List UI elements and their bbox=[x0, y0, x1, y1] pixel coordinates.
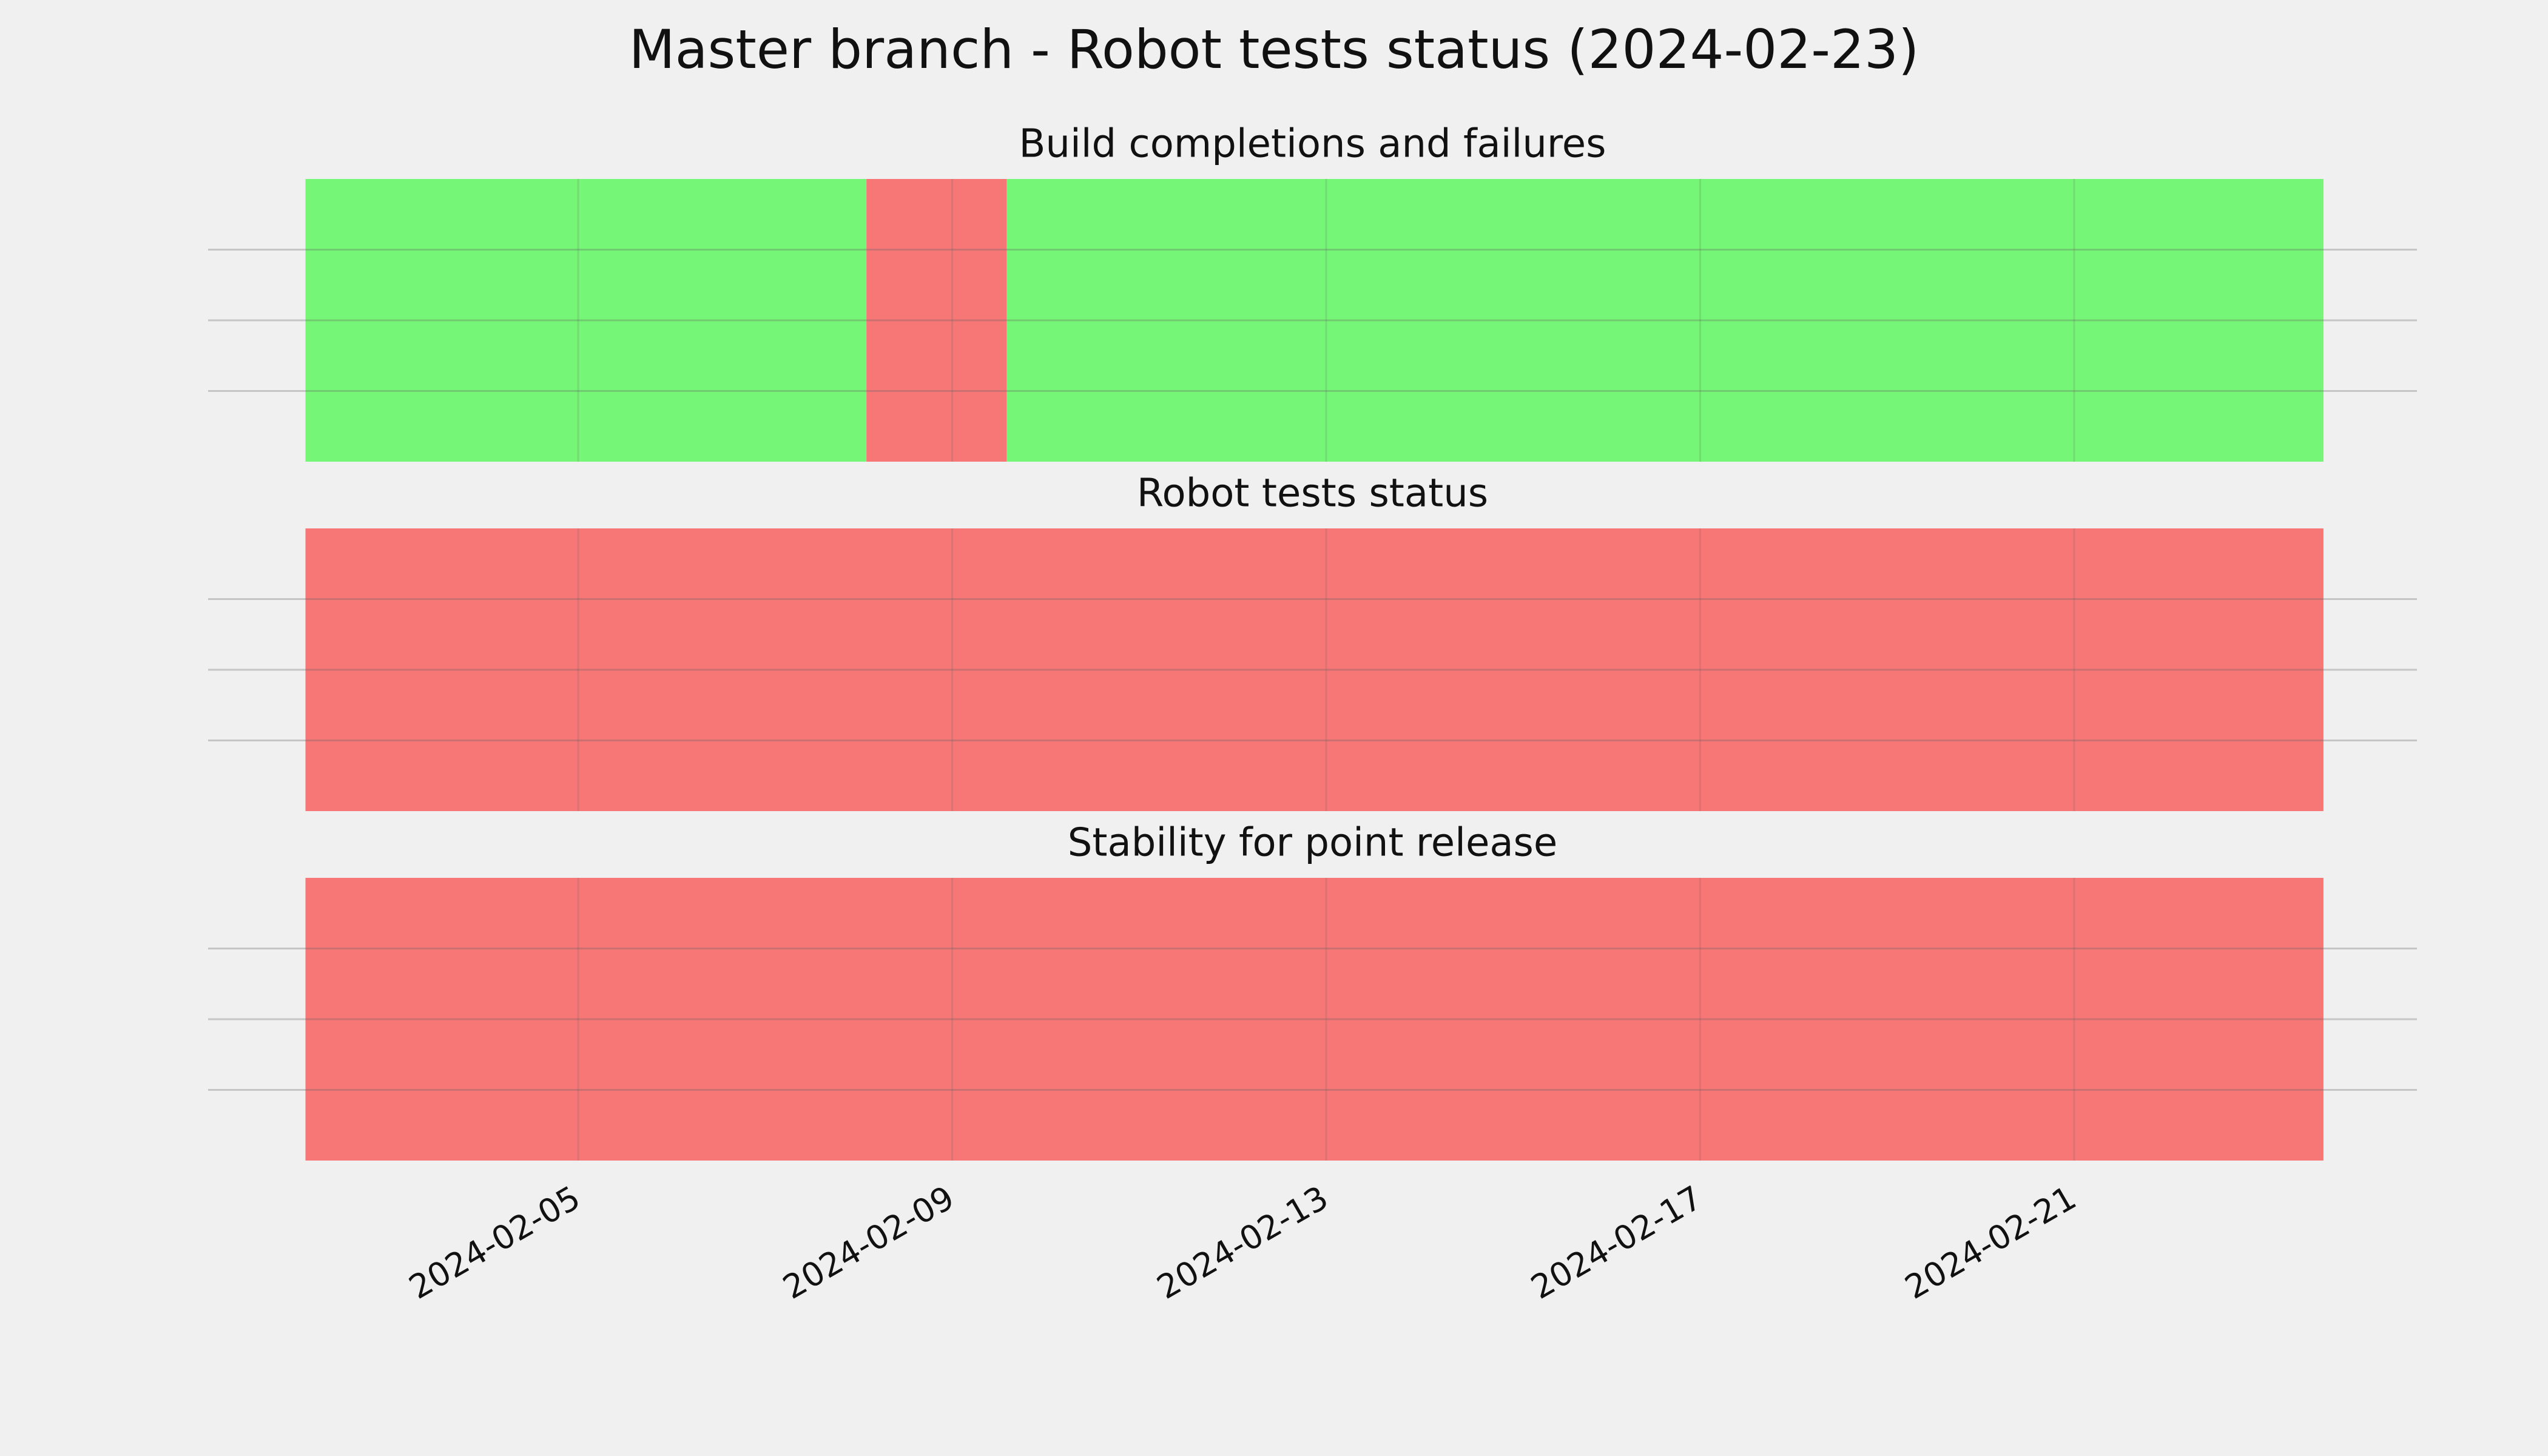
status-segment bbox=[866, 179, 1007, 462]
status-segment bbox=[305, 179, 867, 462]
panel-title: Stability for point release bbox=[1068, 821, 1558, 866]
panel-title: Robot tests status bbox=[1137, 471, 1488, 516]
panel-title: Build completions and failures bbox=[1019, 122, 1606, 167]
status-segment bbox=[305, 878, 2324, 1161]
status-segment bbox=[1006, 179, 2324, 462]
status-segment bbox=[305, 528, 2324, 811]
chart-title: Master branch - Robot tests status (2024… bbox=[629, 18, 1919, 81]
